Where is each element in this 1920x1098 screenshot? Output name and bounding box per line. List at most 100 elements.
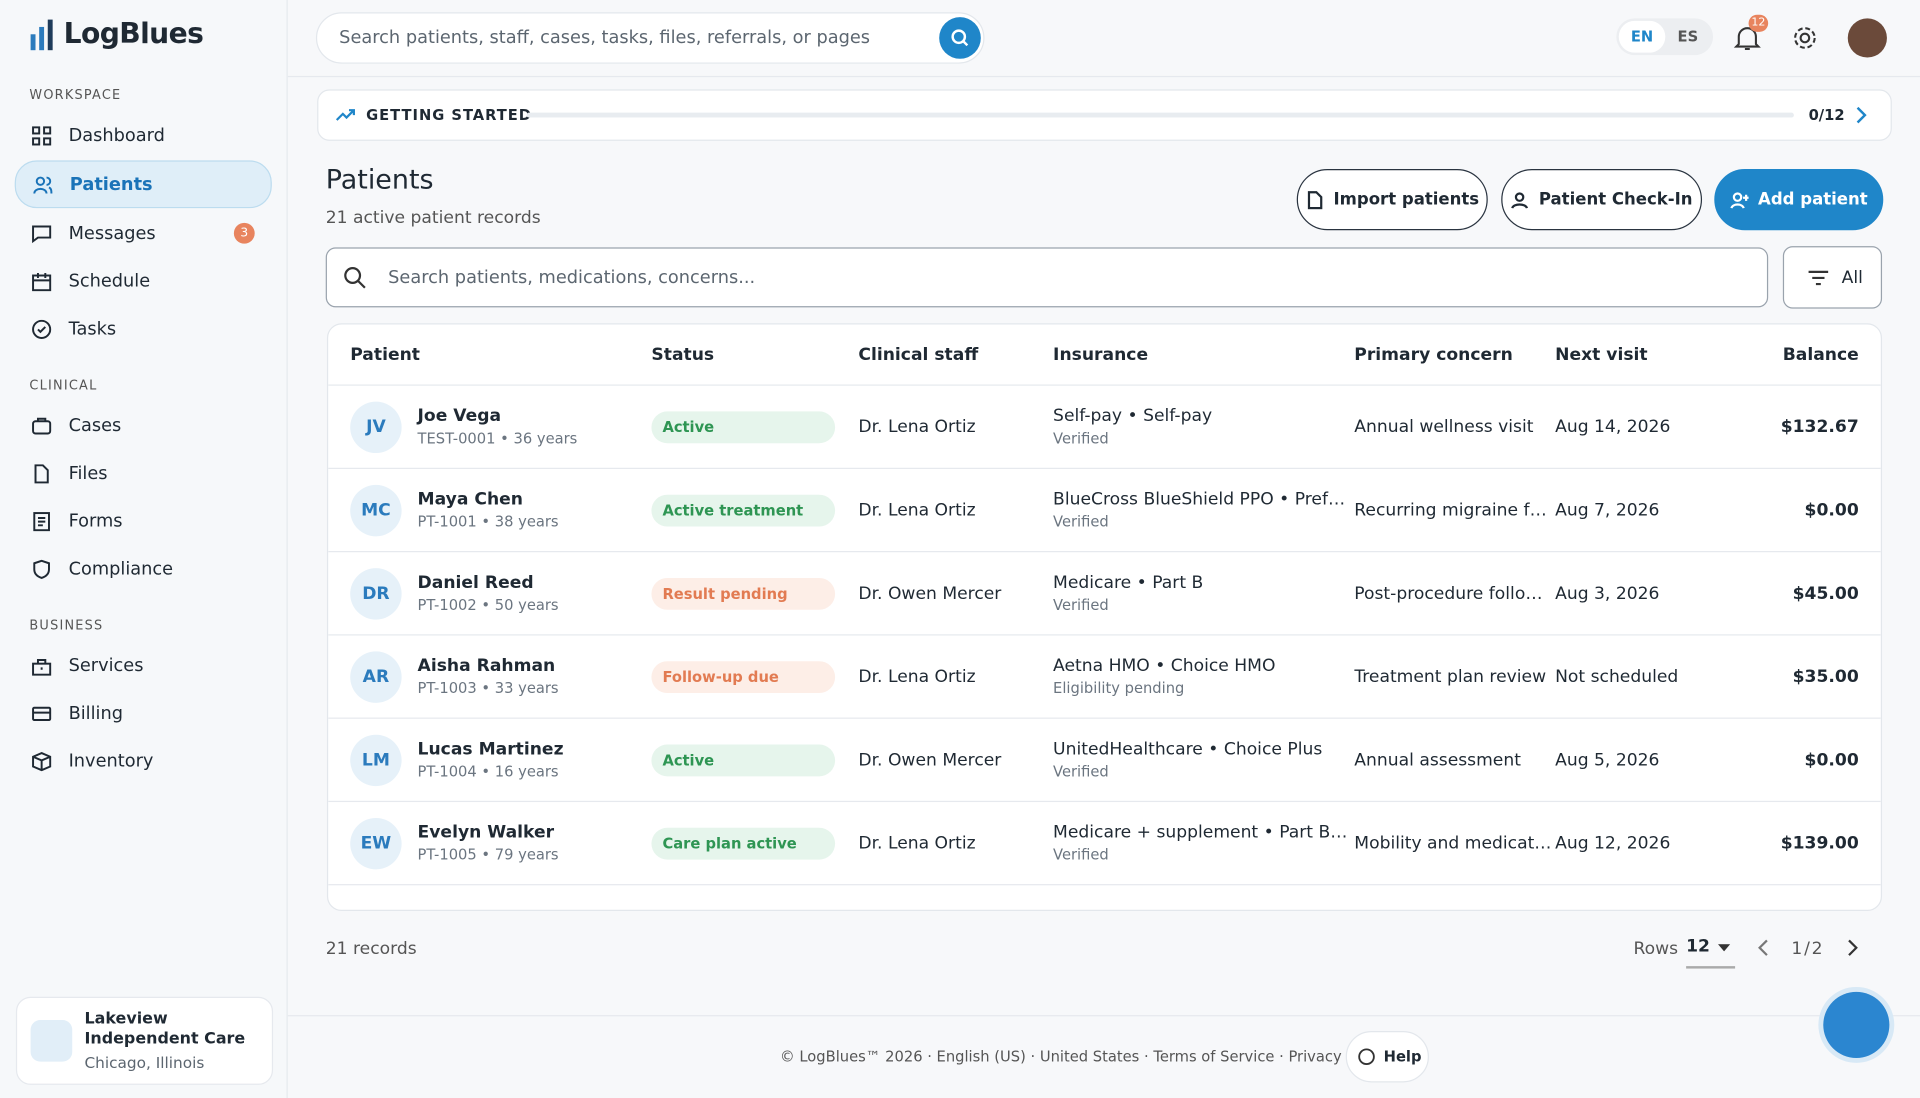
patient-age: 38 years [477,513,559,530]
balance: $132.67 [1780,416,1859,437]
assistant-fab[interactable] [1823,991,1890,1058]
chevron [1856,106,1867,124]
patient-age: 50 years [477,596,559,613]
add-button[interactable]: Add patient [1714,168,1884,231]
staff: Dr. Lena Ortiz [858,416,976,437]
column-header: Insurance [1053,344,1149,365]
patients-table: Patient Status Clinical staff Insurance Prim… [326,323,1883,912]
import-button[interactable]: Import patients [1296,168,1488,231]
nav-item[interactable]: Forms [15,498,272,543]
next-page[interactable] [1847,939,1859,956]
concern: Recurring migraine follow-up [1354,500,1555,520]
global-search[interactable]: Search patients, staff, cases, tasks, fi… [315,12,985,64]
nav-item[interactable]: Cases [15,403,272,448]
insurance-plan: Aetna HMO [1053,656,1150,676]
section-title: CLINICAL [29,378,98,394]
nav-label: Tasks [68,318,117,339]
page-subtitle: 21 active patient records [325,208,541,228]
patient-cell: DR Daniel Reed PT-100250 years [350,567,651,619]
patient-meta: PT-100138 years [418,513,559,530]
nav-item[interactable]: Billing [15,691,272,736]
nav-item[interactable]: Tasks [15,306,272,351]
nav-item[interactable]: Messages 3 [15,211,272,256]
nav-item[interactable]: Dashboard [15,113,272,158]
nav-label: Patients [69,174,153,195]
patient-row[interactable]: EW Evelyn Walker PT-100579 years Care plan … [328,802,1881,886]
nav-icon [32,706,52,721]
status-pill: Result pending [651,577,836,610]
insurance-tier: Part B + Plan G [1258,823,1352,843]
status-pill: Care plan active [651,827,836,859]
insurance-tier: Preferred [1274,490,1352,510]
search-button[interactable] [939,17,981,59]
patient-meta: TEST-000136 years [418,430,578,447]
patient-row[interactable]: MC Maya Chen PT-100138 years Active treatme… [328,469,1881,553]
help-button[interactable]: Help [1345,1031,1429,1083]
avatar-initials: LM [350,734,402,786]
page-title: Patients [325,165,434,196]
insurance-line: BlueCross BlueShield PPOPreferred [1053,490,1352,510]
patient-search[interactable]: Search patients, medications, concerns..… [325,247,1769,308]
brand-name: LogBlues [63,18,204,51]
avatar-initials: DR [350,567,402,619]
nav-icon [32,658,52,676]
filter-label: All [1841,268,1863,288]
nav-icon [32,319,52,339]
rows-select[interactable]: 12 [1686,937,1736,969]
lang-es[interactable]: ES [1677,28,1699,46]
next-visit: Aug 14, 2026 [1555,416,1671,437]
nav-label: Inventory [68,751,154,771]
nav-item[interactable]: Compliance [15,546,272,591]
insurance-line: UnitedHealthcareChoice Plus [1053,740,1352,760]
patient-row[interactable]: DR Daniel Reed PT-100250 years Result pendi… [328,552,1881,636]
filter-button[interactable]: All [1782,246,1883,309]
search-placeholder: Search patients, staff, cases, tasks, fi… [339,28,871,48]
insurance-status: Verified [1053,429,1109,447]
status-pill: Follow-up due [651,660,836,693]
nav-label: Billing [68,703,124,724]
patient-info: Maya Chen PT-100138 years [418,490,559,530]
prev-page[interactable] [1757,939,1769,956]
insurance-plan: UnitedHealthcare [1053,739,1203,760]
patient-cell: AR Aisha Rahman PT-100333 years [350,650,651,703]
nav-item[interactable]: Services [15,643,272,688]
nav-item[interactable]: Inventory [15,738,272,783]
concern: Annual assessment [1354,750,1521,770]
settings[interactable] [1791,24,1818,51]
nav-item[interactable]: Patients [14,160,272,209]
patient-info: Joe Vega TEST-000136 years [418,407,578,447]
column-header: Clinical staff [858,344,979,365]
checkin-button[interactable]: Patient Check-In [1501,168,1703,231]
nav-item[interactable]: Schedule [15,258,272,303]
patient-id: TEST-0001 [417,429,496,447]
status-cell: Active [651,743,858,776]
label: Import patients [1333,189,1480,210]
staff: Dr. Owen Mercer [858,750,1002,770]
nav-label: Dashboard [68,125,165,146]
nav-badge: 3 [233,222,255,244]
insurance-plan: Medicare [1053,573,1132,593]
balance: $45.00 [1792,583,1859,604]
patient-meta: PT-100250 years [418,596,559,613]
patient-row[interactable]: AR Aisha Rahman PT-100333 years Follow-up d… [328,636,1881,719]
lang-en[interactable]: EN [1618,20,1666,53]
patient-row[interactable]: LM Lucas Martinez PT-100416 years Active Dr.… [328,719,1881,803]
icon [1510,191,1528,209]
avatar[interactable] [1847,18,1887,58]
getting-started[interactable]: GETTING STARTED 0/12 [317,89,1892,141]
patient-cell: JV Joe Vega TEST-000136 years [350,401,651,453]
nav-item[interactable]: Files [15,451,272,496]
nav-label: Files [68,463,108,484]
insurance-line: Medicare + supplementPart B + Plan G [1053,823,1352,843]
rows-label: Rows [1633,939,1679,959]
nav: WORKSPACE Dashboard Patients Messages 3 Sched… [0,88,287,786]
page-indicator: 1 / 2 [1791,939,1823,959]
caret [1717,944,1731,952]
insurance-cell: MedicarePart B Verified [1053,573,1354,613]
status-pill: Active [651,410,836,443]
placeholder: Search patients, medications, concerns..… [388,268,756,288]
patient-row[interactable]: JV Joe Vega TEST-000136 years Active Dr. Len… [328,386,1881,469]
org-card[interactable]: Lakeview Independent Care Chicago, Illin… [15,996,274,1085]
brand[interactable]: LogBlues [29,17,204,51]
